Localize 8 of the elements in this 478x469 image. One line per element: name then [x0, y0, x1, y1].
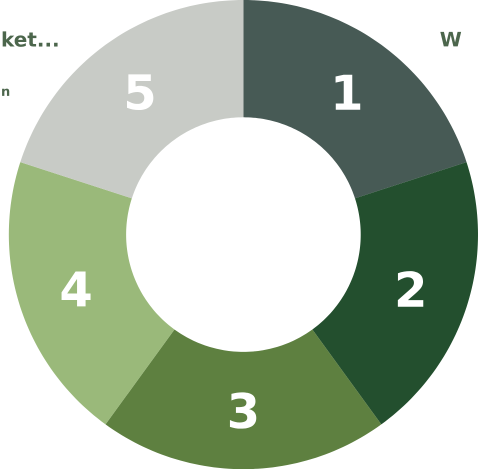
- slice-label: 4: [62, 271, 91, 306]
- slice-label: 1: [336, 74, 360, 110]
- text: n: [2, 88, 10, 96]
- text: W: [440, 32, 462, 46]
- slice-label: 3: [230, 392, 256, 429]
- slice-label: 2: [398, 271, 424, 307]
- slice-label: 5: [127, 74, 154, 110]
- text: ket...: [2, 31, 58, 47]
